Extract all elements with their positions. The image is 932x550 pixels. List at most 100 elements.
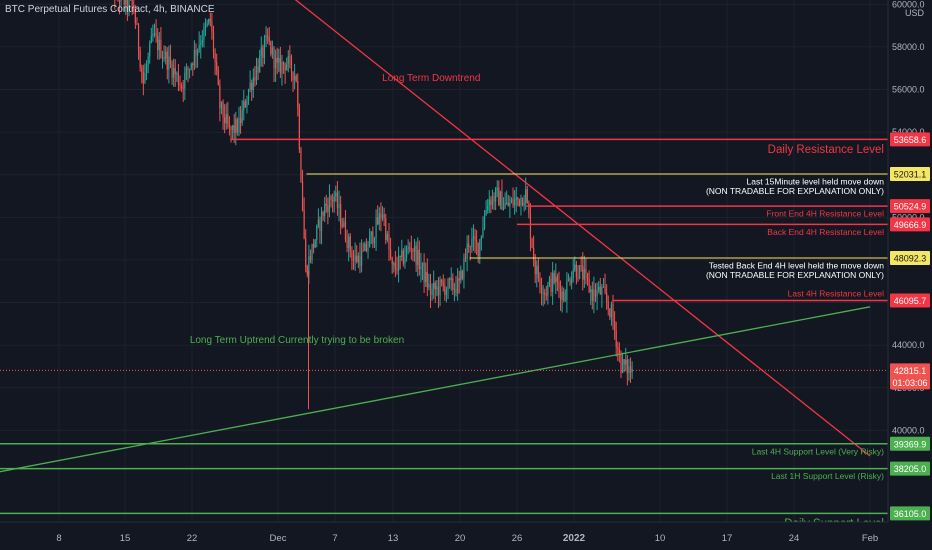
candle xyxy=(169,44,172,69)
candle-body xyxy=(228,124,231,127)
price-tick-label: 50000.0 xyxy=(892,212,925,222)
candle-body xyxy=(335,192,337,197)
uptrend-line xyxy=(0,306,871,473)
candle-body xyxy=(547,284,549,296)
candle-body xyxy=(575,264,577,278)
candle xyxy=(276,47,278,75)
candle-body xyxy=(282,61,285,65)
candle xyxy=(196,48,199,68)
candle-body xyxy=(561,291,563,300)
candle-body xyxy=(239,117,242,124)
candle xyxy=(313,238,315,254)
candle-body xyxy=(488,199,490,206)
candle-body xyxy=(469,246,471,248)
candle-body xyxy=(482,228,484,237)
level: Tested Back End 4H level held the move d… xyxy=(469,257,888,280)
candle-body xyxy=(585,269,587,274)
candle xyxy=(449,277,451,289)
candle xyxy=(295,73,297,83)
candle xyxy=(377,205,379,226)
candle-body xyxy=(631,368,633,373)
candle-body xyxy=(472,236,475,239)
candle xyxy=(281,54,283,86)
candle xyxy=(599,277,601,295)
candle xyxy=(510,197,513,204)
candle-body xyxy=(474,236,476,241)
candle xyxy=(563,287,565,303)
candle xyxy=(220,101,223,115)
candle-body xyxy=(615,330,617,348)
candle xyxy=(364,241,366,252)
candle xyxy=(476,230,478,255)
candle-body xyxy=(214,52,216,63)
candle-body xyxy=(125,0,127,5)
candle xyxy=(149,40,151,64)
candle xyxy=(380,202,382,232)
candle xyxy=(352,249,355,270)
candle xyxy=(131,0,133,16)
candle-body xyxy=(389,249,392,259)
candle-body xyxy=(455,288,457,294)
candle xyxy=(206,19,208,28)
candle xyxy=(482,216,484,239)
candle xyxy=(593,276,595,314)
candle xyxy=(189,68,191,79)
candle-body xyxy=(620,353,622,373)
candle xyxy=(134,4,136,30)
downtrend-annotation: Long Term Downtrend xyxy=(382,73,480,84)
candle xyxy=(553,270,555,285)
candle-body xyxy=(415,245,417,266)
candle xyxy=(544,288,546,305)
price-tag-bg xyxy=(890,199,930,214)
candle xyxy=(349,233,351,258)
candle-body xyxy=(480,236,482,240)
time-tick-label: 26 xyxy=(512,533,523,544)
candle-body xyxy=(332,199,334,202)
candle-body xyxy=(346,240,348,249)
candle-body xyxy=(445,289,448,295)
candle xyxy=(265,26,267,48)
candle xyxy=(257,58,259,80)
candle xyxy=(601,283,603,308)
candle xyxy=(201,30,203,48)
candle xyxy=(425,262,427,287)
candle xyxy=(547,281,549,305)
candle xyxy=(566,272,568,313)
time-tick-label: 22 xyxy=(187,533,198,544)
candle xyxy=(466,235,468,272)
candle xyxy=(155,19,157,43)
level-label: Last 15Minute level held move down xyxy=(747,177,885,187)
currency-label: USD xyxy=(904,8,924,18)
candle-body xyxy=(235,119,237,133)
candle-body xyxy=(260,47,262,56)
candle-body xyxy=(623,359,625,365)
price-tick-label: 60000.0 xyxy=(892,0,925,9)
candle xyxy=(348,233,350,262)
candle-body xyxy=(224,117,226,124)
candle-body xyxy=(542,292,544,294)
candle xyxy=(319,216,321,244)
candle xyxy=(372,226,374,249)
candle-body xyxy=(536,265,538,275)
candle-body xyxy=(152,33,154,37)
candle-body xyxy=(249,83,251,90)
candle xyxy=(145,60,148,81)
level: Front End 4H Resistance Level xyxy=(526,205,888,219)
candle-body xyxy=(373,238,376,244)
candle xyxy=(609,308,611,321)
candle xyxy=(152,24,154,42)
candle xyxy=(284,62,286,84)
candle-body xyxy=(506,203,508,205)
candle-body xyxy=(153,33,156,35)
candle xyxy=(259,49,261,73)
candle-body xyxy=(410,248,412,250)
candle-body xyxy=(123,0,125,5)
candle xyxy=(243,89,245,121)
candle-body xyxy=(147,56,149,67)
candle xyxy=(441,278,443,287)
candle xyxy=(136,17,138,26)
candle-body xyxy=(599,286,601,295)
candle-body xyxy=(317,219,319,226)
candle-body xyxy=(169,56,172,64)
